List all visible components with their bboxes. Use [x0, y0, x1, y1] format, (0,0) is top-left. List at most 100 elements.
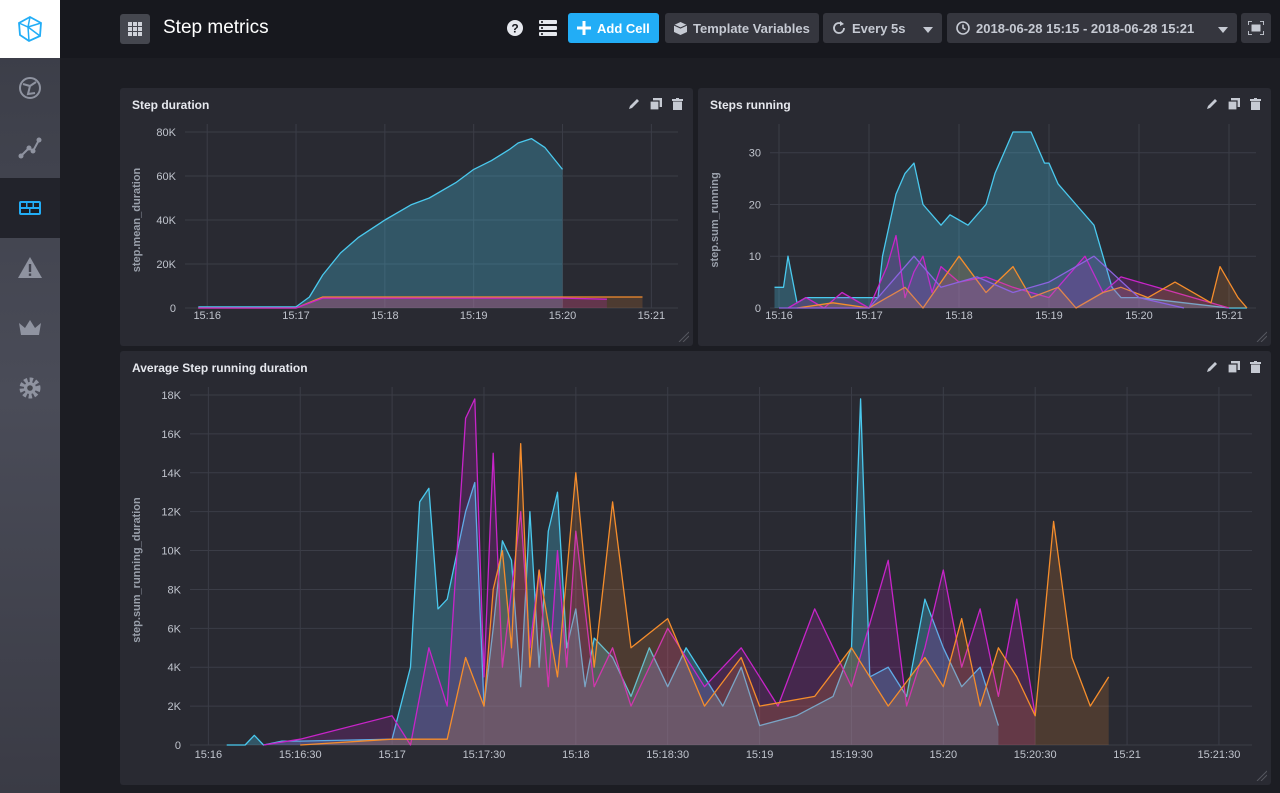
plus-icon — [577, 21, 591, 35]
y-axis-label: step.sum_running — [709, 172, 721, 267]
warning-icon — [18, 257, 42, 278]
globe-icon — [19, 77, 41, 99]
list-icon — [539, 20, 557, 36]
x-tick-label: 15:19 — [460, 310, 488, 322]
edit-cell-button[interactable] — [1206, 97, 1218, 115]
pencil-icon — [629, 99, 639, 109]
x-tick-label: 15:20 — [1125, 310, 1153, 322]
template-variables-button[interactable]: Template Variables — [665, 13, 819, 43]
fullscreen-button[interactable] — [1241, 13, 1271, 43]
y-tick-label: 80K — [156, 127, 176, 139]
x-tick-label: 15:20 — [549, 310, 577, 322]
series-line — [198, 297, 607, 309]
expand-icon — [1248, 21, 1264, 35]
y-tick-label: 60K — [156, 171, 176, 183]
series-line — [796, 255, 1248, 309]
dashboard-icon — [19, 201, 41, 215]
crown-icon — [19, 320, 41, 335]
y-tick-label: 10K — [161, 546, 181, 558]
pencil-icon — [1207, 99, 1217, 109]
y-tick-label: 10 — [749, 251, 761, 263]
y-tick-label: 16K — [161, 429, 181, 441]
clone-cell-button[interactable] — [1227, 97, 1240, 115]
resize-handle-icon[interactable] — [677, 330, 689, 342]
x-tick-label: 15:20 — [930, 749, 958, 761]
chart-grid — [185, 124, 678, 309]
delete-cell-button[interactable] — [1250, 97, 1261, 115]
sidebar — [0, 0, 60, 793]
average-step-running-duration-chart: 0 2K 4K 6K 8K 10K 12K 14K 16K 18K 15:16 15:16:30 15:… — [131, 387, 1252, 761]
app-logo[interactable] — [0, 0, 60, 58]
y-tick-label: 2K — [168, 701, 182, 713]
resize-handle-icon[interactable] — [1255, 769, 1267, 781]
time-range-dropdown[interactable]: 2018-06-28 15:15 - 2018-06-28 15:21 — [947, 13, 1237, 43]
nav-item-status[interactable] — [0, 58, 60, 118]
y-tick-label: 0 — [175, 740, 181, 752]
cell-average-step-running-duration: 0 2K 4K 6K 8K 10K 12K 14K 16K 18K 15:16 15:16:30 15:… — [120, 351, 1271, 785]
add-cell-label: Add Cell — [597, 20, 650, 36]
x-tick-label: 15:16 — [765, 310, 793, 322]
chevron-down-icon — [923, 21, 933, 36]
x-tick-label: 15:17:30 — [463, 749, 506, 761]
dashboards-switcher-button[interactable] — [120, 14, 150, 44]
x-tick-label: 15:21 — [1113, 749, 1141, 761]
page-title: Step metrics — [163, 17, 269, 38]
x-tick-label: 15:21:30 — [1198, 749, 1241, 761]
trash-icon — [1250, 361, 1261, 373]
copy-icon — [1227, 98, 1240, 111]
x-tick-label: 15:18 — [945, 310, 973, 322]
delete-cell-button[interactable] — [1250, 360, 1261, 378]
nav-item-admin[interactable] — [0, 298, 60, 358]
series-area — [300, 443, 1109, 745]
nav-item-alerts[interactable] — [0, 238, 60, 298]
y-tick-label: 6K — [168, 623, 182, 635]
nav-item-settings[interactable] — [0, 358, 60, 418]
clone-cell-button[interactable] — [1227, 360, 1240, 378]
cell-actions — [1206, 97, 1261, 115]
y-tick-label: 18K — [161, 390, 181, 402]
y-tick-label: 20 — [749, 199, 761, 211]
y-tick-label: 30 — [749, 148, 761, 160]
series-area — [198, 297, 643, 308]
y-tick-label: 0 — [170, 303, 176, 315]
x-tick-label: 15:20:30 — [1014, 749, 1057, 761]
presentation-list-button[interactable] — [533, 13, 563, 43]
series-line — [300, 442, 1110, 746]
x-tick-label: 15:19 — [746, 749, 774, 761]
x-tick-label: 15:18:30 — [646, 749, 689, 761]
clone-cell-button[interactable] — [649, 97, 662, 115]
copy-icon — [649, 98, 662, 111]
x-tick-label: 15:18 — [371, 310, 399, 322]
y-tick-label: 40K — [156, 215, 176, 227]
y-axis-label: step.sum_running_duration — [131, 497, 143, 643]
cell-steps-running: 0 10 20 30 15:16 15:17 15:18 15:19 15:20 15:21 ste… — [698, 88, 1271, 346]
x-tick-label: 15:19:30 — [830, 749, 873, 761]
cell-step-duration: 0 20K 40K 60K 80K 15:16 15:17 15:18 15:19 15:20 15… — [120, 88, 693, 346]
edit-cell-button[interactable] — [628, 97, 640, 115]
pencil-icon — [1207, 362, 1217, 372]
cell-title: Steps running — [710, 98, 791, 112]
help-button[interactable]: ? — [500, 13, 530, 43]
nav-item-explore[interactable] — [0, 118, 60, 178]
step-duration-chart: 0 20K 40K 60K 80K 15:16 15:17 15:18 15:19 15:20 15… — [131, 124, 678, 322]
x-tick-label: 15:21 — [1215, 310, 1243, 322]
steps-running-chart: 0 10 20 30 15:16 15:17 15:18 15:19 15:20 15:21 ste… — [709, 124, 1256, 322]
y-tick-label: 0 — [755, 303, 761, 315]
edit-cell-button[interactable] — [1206, 360, 1218, 378]
series-area — [198, 298, 607, 308]
add-cell-button[interactable]: Add Cell — [568, 13, 659, 43]
logo-icon — [18, 15, 42, 43]
cube-icon — [674, 21, 687, 35]
series-area — [774, 132, 1247, 308]
resize-handle-icon[interactable] — [1255, 330, 1267, 342]
delete-cell-button[interactable] — [672, 97, 683, 115]
y-tick-label: 20K — [156, 259, 176, 271]
clock-icon — [956, 21, 970, 35]
autorefresh-dropdown[interactable]: Every 5s — [823, 13, 942, 43]
x-tick-label: 15:17 — [855, 310, 883, 322]
y-axis-label: step.mean_duration — [131, 167, 143, 272]
x-tick-label: 15:16 — [195, 749, 223, 761]
nav-item-dashboards[interactable] — [0, 178, 60, 238]
graph-icon — [18, 137, 42, 159]
x-tick-label: 15:21 — [638, 310, 666, 322]
